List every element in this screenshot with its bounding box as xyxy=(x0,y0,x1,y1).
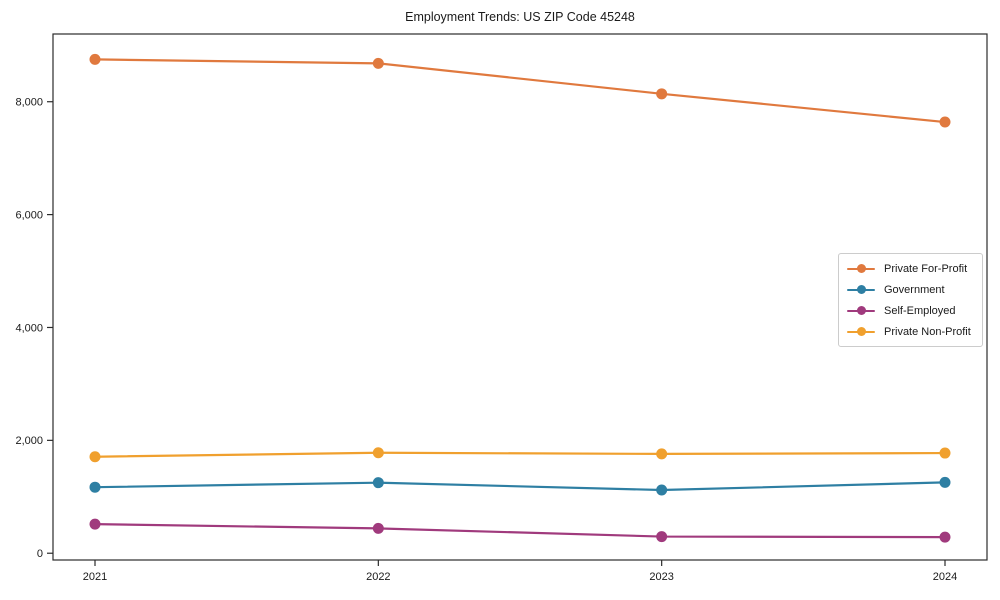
x-tick-label: 2024 xyxy=(933,571,957,583)
data-point-marker xyxy=(372,522,384,534)
data-point-marker xyxy=(89,451,101,463)
series-line-private-non-profit xyxy=(93,451,947,458)
data-point-marker xyxy=(89,53,101,65)
legend-line-dot-swatch xyxy=(847,284,875,295)
legend-label: Self-Employed xyxy=(884,304,956,317)
legend-item-private-non-profit: Private Non-Profit xyxy=(847,321,974,342)
legend-item-government: Government xyxy=(847,279,974,300)
data-point-marker xyxy=(656,484,668,496)
y-tick-label: 4,000 xyxy=(15,322,43,334)
y-tick-label: 2,000 xyxy=(15,435,43,447)
legend-label: Private Non-Profit xyxy=(884,325,971,338)
data-point-marker xyxy=(939,476,951,488)
x-tick-label: 2021 xyxy=(83,571,107,583)
y-tick-label: 0 xyxy=(37,548,43,560)
axes-frame xyxy=(52,33,988,561)
legend-line-dot-swatch xyxy=(847,326,875,337)
series-line-private-for-profit xyxy=(93,58,947,124)
y-tick-label: 8,000 xyxy=(15,97,43,109)
x-tick-label: 2023 xyxy=(649,571,673,583)
legend-item-private-for-profit: Private For-Profit xyxy=(847,258,974,279)
legend-label: Government xyxy=(884,283,945,296)
data-point-marker xyxy=(89,518,101,530)
chart-title: Employment Trends: US ZIP Code 45248 xyxy=(405,10,635,24)
data-point-marker xyxy=(656,88,668,100)
series-line-government xyxy=(93,481,947,492)
data-point-marker xyxy=(939,531,951,543)
data-point-marker xyxy=(372,477,384,489)
legend-box: Private For-Profit Government Self-Employe… xyxy=(838,253,983,347)
data-point-marker xyxy=(89,481,101,493)
data-point-marker xyxy=(656,448,668,460)
legend-label: Private For-Profit xyxy=(884,262,968,275)
data-point-marker xyxy=(372,447,384,459)
legend-item-self-employed: Self-Employed xyxy=(847,300,974,321)
legend-line-dot-swatch xyxy=(847,263,875,274)
data-point-marker xyxy=(939,116,951,128)
data-point-marker xyxy=(372,57,384,69)
data-point-marker xyxy=(939,447,951,459)
x-tick-label: 2022 xyxy=(366,571,390,583)
series-line-self-employed xyxy=(93,523,947,539)
data-point-marker xyxy=(656,531,668,543)
legend-line-dot-swatch xyxy=(847,305,875,316)
y-tick-label: 6,000 xyxy=(15,209,43,221)
